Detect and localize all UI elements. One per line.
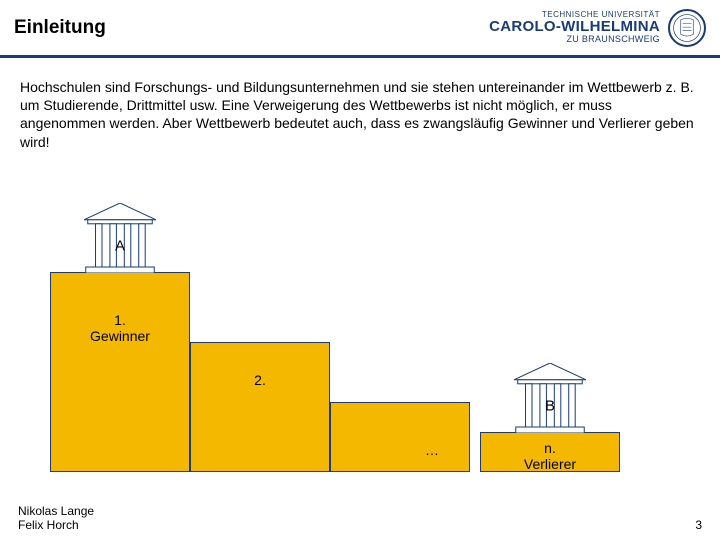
podium-block-1 (50, 272, 190, 472)
podium-block-3 (330, 402, 470, 472)
building-icon-b: B (514, 363, 586, 433)
intro-paragraph: Hochschulen sind Forschungs- und Bildung… (0, 58, 720, 159)
slide-header: Einleitung TECHNISCHE UNIVERSITÄT CAROLO… (0, 0, 720, 58)
slide-title: Einleitung (14, 17, 106, 39)
podium-label-4: n.Verlierer (480, 440, 620, 472)
university-seal-icon (668, 9, 706, 47)
slide-footer: Nikolas Lange Felix Horch 3 (0, 504, 720, 532)
logo-text: TECHNISCHE UNIVERSITÄT CAROLO-WILHELMINA… (489, 11, 660, 45)
page-number: 3 (695, 518, 702, 532)
logo-line-2: CAROLO-WILHELMINA (489, 19, 660, 35)
authors: Nikolas Lange Felix Horch (18, 504, 94, 532)
author-1: Nikolas Lange (18, 504, 94, 518)
svg-text:B: B (545, 397, 555, 414)
author-2: Felix Horch (18, 518, 94, 532)
podium-block-2 (190, 342, 330, 472)
podium-label-1: 1.Gewinner (50, 312, 190, 344)
podium-diagram: 1.Gewinner 2. n.Verlierer … A B (20, 192, 700, 482)
logo-line-3: ZU BRAUNSCHWEIG (489, 35, 660, 44)
podium-ellipsis: … (412, 442, 452, 458)
podium-label-2: 2. (190, 372, 330, 388)
university-logo: TECHNISCHE UNIVERSITÄT CAROLO-WILHELMINA… (489, 9, 706, 47)
svg-text:A: A (115, 237, 125, 254)
building-icon-a: A (84, 203, 156, 273)
